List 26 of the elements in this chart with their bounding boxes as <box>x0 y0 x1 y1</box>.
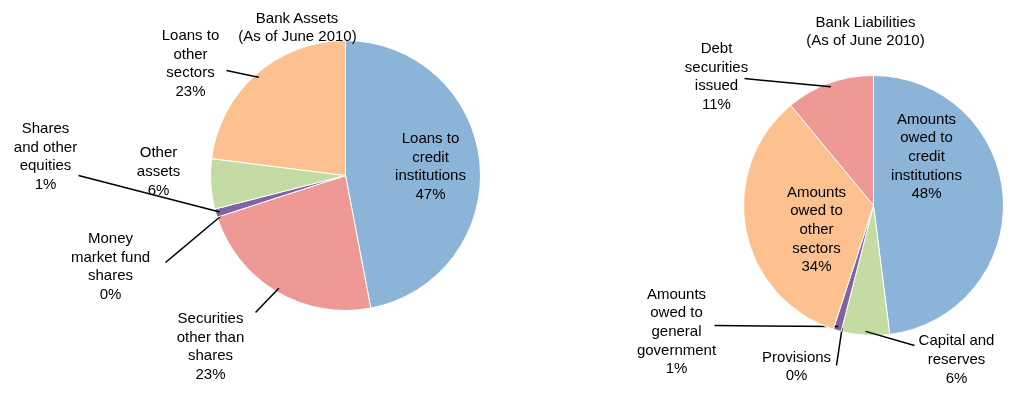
data-label: 11% <box>702 95 731 113</box>
data-label: 23% <box>195 365 226 383</box>
slice-label: Capital and reserves <box>918 331 995 367</box>
category-label: Money market fund shares <box>70 228 151 284</box>
text: 0% <box>99 285 122 303</box>
data-label: 6% <box>147 180 170 198</box>
data-label: 23% <box>175 82 206 100</box>
slice-label: Debt securities issued <box>684 38 749 94</box>
data-label: 1% <box>34 175 57 193</box>
slice-label: Amounts owed to credit institutions <box>891 109 962 183</box>
data-label: 48% <box>911 184 942 202</box>
slice-label: Other assets <box>136 143 181 179</box>
data-label: 1% <box>665 359 688 377</box>
category-label: Provisions <box>761 347 832 365</box>
slice-label: Loans to other sectors <box>161 25 220 81</box>
slice-label: Amounts owed to general government <box>636 284 717 358</box>
text: 0% <box>785 366 808 384</box>
slice-label: Securities other than shares <box>176 308 245 364</box>
slice-label: Loans to credit institutions <box>395 128 466 184</box>
chart-title: Bank Assets (As of June 2010) <box>238 8 357 45</box>
data-label: 6% <box>945 368 968 386</box>
data-label: 47% <box>415 185 446 203</box>
chart-title: Bank Liabilities (As of June 2010) <box>806 12 925 49</box>
slice-label: Shares and other equities <box>13 118 78 174</box>
data-label: 34% <box>801 257 832 275</box>
slice-label: Amounts owed to other sectors <box>786 182 847 256</box>
